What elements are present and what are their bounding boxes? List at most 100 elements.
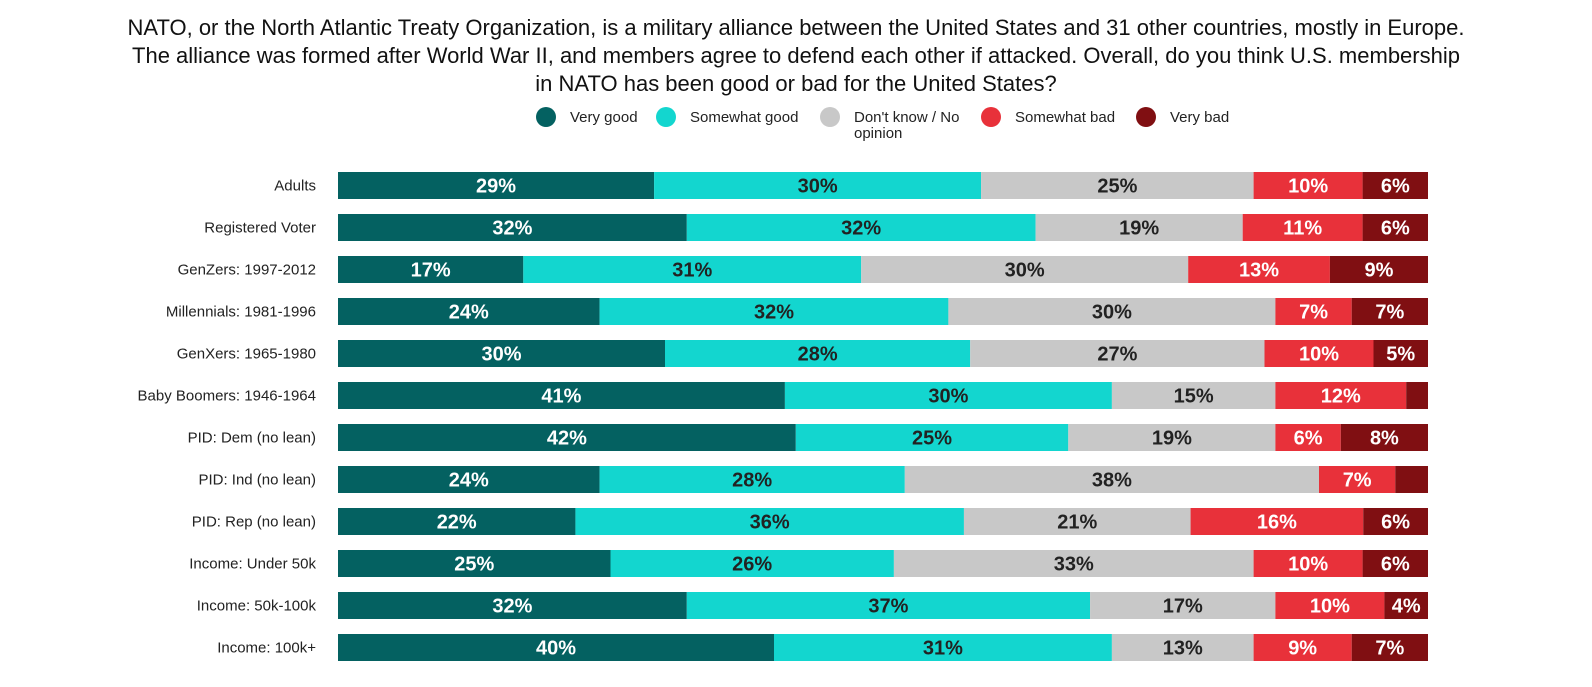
category-label: GenZers: 1997-2012	[178, 262, 316, 279]
bar-segment	[1111, 634, 1254, 661]
legend-swatch-somewhat-good	[656, 107, 676, 127]
bar-segment	[338, 592, 687, 619]
data-label: 27%	[1097, 344, 1137, 366]
bar-segment	[1373, 340, 1428, 367]
category-label: Income: Under 50k	[189, 556, 316, 573]
legend: Very good Somewhat good Don't know / No …	[0, 106, 1592, 146]
bar-segment	[338, 466, 600, 493]
bar-segment	[338, 340, 665, 367]
data-label: 24%	[449, 470, 489, 492]
data-label: 6%	[1294, 428, 1323, 450]
data-label: 10%	[1288, 176, 1328, 198]
data-label: 17%	[411, 260, 451, 282]
data-label: 28%	[798, 344, 838, 366]
bar-segment	[1253, 172, 1363, 199]
bar-segment	[1351, 634, 1428, 661]
bar-segment	[1253, 634, 1352, 661]
bar-segment	[970, 340, 1265, 367]
data-label: 7%	[1375, 638, 1404, 660]
bar-segment	[338, 382, 785, 409]
legend-swatch-dont-know	[820, 107, 840, 127]
data-label: 12%	[1321, 386, 1361, 408]
data-label: 19%	[1119, 218, 1159, 240]
bar-segment	[1264, 340, 1374, 367]
category-label: PID: Rep (no lean)	[192, 514, 316, 531]
legend-label: Don't know / No opinion	[854, 110, 959, 142]
chart-title-line: in NATO has been good or bad for the Uni…	[535, 71, 1057, 96]
bar-segment	[1068, 424, 1276, 451]
bar-segment	[1190, 508, 1364, 535]
bar-segment	[1111, 382, 1276, 409]
chart-title-line: The alliance was formed after World War …	[132, 43, 1460, 68]
bar-segment	[599, 298, 949, 325]
bar-segment	[784, 382, 1112, 409]
data-label: 30%	[481, 344, 521, 366]
bar-segment	[1242, 214, 1363, 241]
bar-segment	[1362, 172, 1428, 199]
data-label: 25%	[454, 554, 494, 576]
data-label: 9%	[1364, 260, 1393, 282]
bar-segment	[1362, 550, 1428, 577]
category-label: Income: 50k-100k	[197, 598, 317, 615]
bar-segment	[1395, 466, 1428, 493]
legend-swatch-very-bad	[1136, 107, 1156, 127]
bar-segment	[1406, 382, 1428, 409]
bar-segment	[1384, 592, 1428, 619]
legend-item-dont-know: Don't know / No opinion	[820, 106, 959, 142]
chart-title-line: NATO, or the North Atlantic Treaty Organ…	[127, 15, 1465, 40]
data-label: 30%	[798, 176, 838, 198]
bar-segment	[963, 508, 1191, 535]
data-label: 10%	[1310, 596, 1350, 618]
legend-label: Very bad	[1170, 109, 1230, 126]
data-label: 42%	[547, 428, 587, 450]
data-label: 24%	[449, 302, 489, 324]
bar-segment	[523, 256, 862, 283]
bar-segment	[686, 214, 1036, 241]
bar-segment	[1340, 424, 1428, 451]
data-label: 11%	[1283, 218, 1322, 240]
bar-segment	[1275, 298, 1352, 325]
legend-item-very-bad: Very bad	[1136, 106, 1229, 127]
data-label: 38%	[1092, 470, 1132, 492]
data-label: 32%	[841, 218, 881, 240]
data-label: 19%	[1152, 428, 1192, 450]
bar-segment	[599, 466, 905, 493]
data-label: 32%	[492, 218, 532, 240]
legend-label-line: Don't know / No	[854, 109, 960, 126]
bar-segment	[338, 172, 655, 199]
bar-segment	[338, 424, 796, 451]
legend-swatch-very-good	[536, 107, 556, 127]
data-label: 36%	[750, 512, 790, 534]
bar-segment	[861, 256, 1189, 283]
data-label: 7%	[1299, 302, 1328, 324]
bar-segment	[610, 550, 894, 577]
bar-segment	[774, 634, 1112, 661]
legend-item-very-good: Very good	[536, 106, 638, 127]
legend-label: Somewhat bad	[1015, 109, 1116, 126]
bar-segment	[1329, 256, 1428, 283]
bar-segment	[654, 172, 982, 199]
bar-segment	[1363, 508, 1428, 535]
chart-title: NATO, or the North Atlantic Treaty Organ…	[0, 14, 1592, 98]
category-label: Registered Voter	[204, 220, 316, 237]
data-label: 16%	[1257, 512, 1297, 534]
bar-segment	[1275, 424, 1341, 451]
bar-segment	[948, 298, 1276, 325]
data-label: 5%	[1386, 344, 1415, 366]
legend-item-somewhat-bad: Somewhat bad	[981, 106, 1115, 127]
bar-segment	[686, 592, 1091, 619]
data-label: 30%	[1005, 260, 1045, 282]
data-label: 32%	[492, 596, 532, 618]
data-label: 41%	[541, 386, 581, 408]
data-label: 15%	[1174, 386, 1214, 408]
data-label: 37%	[868, 596, 908, 618]
bar-segment	[904, 466, 1319, 493]
bar-segment	[1275, 592, 1385, 619]
category-label: Millennials: 1981-1996	[166, 304, 316, 321]
data-label: 25%	[912, 428, 952, 450]
bar-segment	[1351, 298, 1428, 325]
bar-segment	[665, 340, 971, 367]
bar-segment	[893, 550, 1254, 577]
bar-segment	[1035, 214, 1243, 241]
